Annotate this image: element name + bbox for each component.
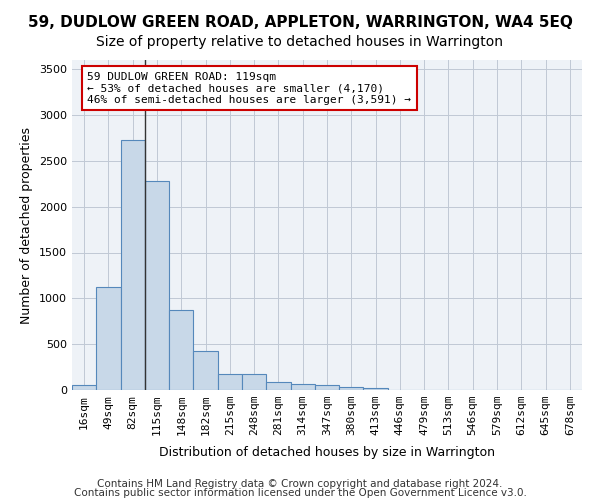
Bar bbox=[364, 388, 388, 390]
Text: 59, DUDLOW GREEN ROAD, APPLETON, WARRINGTON, WA4 5EQ: 59, DUDLOW GREEN ROAD, APPLETON, WARRING… bbox=[28, 15, 572, 30]
Bar bbox=[193, 350, 218, 390]
Text: 59 DUDLOW GREEN ROAD: 119sqm
← 53% of detached houses are smaller (4,170)
46% of: 59 DUDLOW GREEN ROAD: 119sqm ← 53% of de… bbox=[88, 72, 412, 105]
Bar bbox=[315, 386, 339, 390]
Y-axis label: Number of detached properties: Number of detached properties bbox=[20, 126, 34, 324]
Text: Size of property relative to detached houses in Warrington: Size of property relative to detached ho… bbox=[97, 35, 503, 49]
Text: Contains HM Land Registry data © Crown copyright and database right 2024.: Contains HM Land Registry data © Crown c… bbox=[97, 479, 503, 489]
Bar bbox=[96, 288, 121, 390]
Bar bbox=[266, 382, 290, 390]
X-axis label: Distribution of detached houses by size in Warrington: Distribution of detached houses by size … bbox=[159, 446, 495, 460]
Bar bbox=[339, 387, 364, 390]
Bar bbox=[169, 310, 193, 390]
Bar bbox=[218, 374, 242, 390]
Bar bbox=[145, 181, 169, 390]
Bar bbox=[72, 386, 96, 390]
Bar bbox=[121, 140, 145, 390]
Text: Contains public sector information licensed under the Open Government Licence v3: Contains public sector information licen… bbox=[74, 488, 526, 498]
Bar bbox=[242, 374, 266, 390]
Bar bbox=[290, 384, 315, 390]
